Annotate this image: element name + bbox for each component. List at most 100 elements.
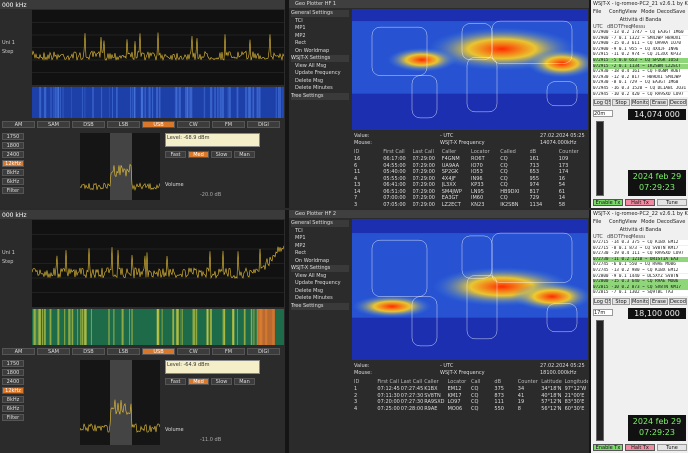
mode-tab[interactable]: DSB: [72, 121, 105, 128]
table-header: dB: [494, 379, 501, 385]
band-select: 17m: [593, 309, 613, 316]
mode-tab[interactable]: DIGI: [247, 121, 280, 128]
filter-button[interactable]: 2400: [2, 151, 24, 158]
mode-tab[interactable]: LSB: [107, 348, 140, 355]
meter: [596, 320, 604, 441]
waterfall-line: [131, 309, 133, 345]
geo-frequency: 18100.000kHz: [540, 370, 577, 376]
table-header: ID: [354, 149, 360, 155]
source: - UTC: [440, 133, 454, 139]
wsjt-button[interactable]: Log QSO: [593, 298, 611, 305]
wsjt-button[interactable]: Monitor: [631, 298, 649, 305]
divider: [285, 0, 289, 208]
waterfall-line: [148, 87, 151, 118]
wsjt-button[interactable]: Enable Tx: [593, 444, 623, 451]
wsjt-button[interactable]: Halt Tx: [625, 444, 655, 451]
continent-outline: [411, 75, 438, 119]
table-header: ID: [354, 379, 360, 385]
wsjt-button[interactable]: Erase: [650, 298, 668, 305]
filter-button[interactable]: 1750: [2, 133, 24, 140]
settings-header: General Settings: [291, 220, 349, 227]
wsjt-button[interactable]: Decode: [669, 298, 687, 305]
mode-tab[interactable]: USB: [142, 348, 175, 355]
mode-tab[interactable]: FM: [212, 348, 245, 355]
agc-button[interactable]: Med: [188, 378, 209, 385]
filter-button[interactable]: 12kHz: [2, 387, 24, 394]
table-cell: KP33: [471, 182, 484, 188]
decode-header: Message: [631, 24, 645, 29]
wsjt-button[interactable]: Decode: [669, 99, 687, 107]
waterfall-line: [111, 87, 113, 118]
table-cell: 19: [517, 399, 525, 405]
decode-row: 072915 -5 0.0 653 ~ CQ SP2GK IO53: [593, 58, 688, 64]
filter-button[interactable]: 1800: [2, 142, 24, 149]
filter-button[interactable]: Filter: [2, 414, 24, 421]
waterfall-line: [209, 87, 213, 118]
agc-button[interactable]: Fast: [165, 378, 186, 385]
table-header: Longitude: [564, 379, 588, 385]
filter-button[interactable]: 6kHz: [2, 178, 24, 185]
filter-button[interactable]: 6kHz: [2, 405, 24, 412]
filter-button[interactable]: 8kHz: [2, 396, 24, 403]
mode-tab[interactable]: CW: [177, 121, 210, 128]
waterfall-line: [101, 87, 103, 118]
filter-button[interactable]: 1750: [2, 360, 24, 367]
filter-button[interactable]: 8kHz: [2, 169, 24, 176]
mode-tab[interactable]: SAM: [37, 121, 70, 128]
table-cell: 61: [558, 188, 566, 195]
wsjt-button[interactable]: Stop: [612, 298, 630, 305]
mode-tab[interactable]: AM: [2, 348, 35, 355]
waterfall-line: [181, 309, 183, 345]
waterfall-line: [53, 87, 55, 118]
side-label: Uni 1: [2, 40, 15, 46]
waterfall-line: [156, 87, 159, 118]
waterfall-line: [84, 87, 86, 118]
decode-header: UTC: [593, 24, 603, 29]
agc-button[interactable]: Fast: [165, 151, 186, 158]
table-cell: 1: [354, 386, 358, 392]
agc-button[interactable]: Man: [234, 151, 255, 158]
settings-header: WSJT-X Settings: [291, 55, 349, 62]
decode-header: DT: [614, 24, 621, 29]
mode-tab[interactable]: LSB: [107, 121, 140, 128]
mode-tab[interactable]: FM: [212, 121, 245, 128]
mode-tab[interactable]: CW: [177, 348, 210, 355]
timestamp: 27.02.2024 05:25: [540, 363, 585, 369]
wsjt-button[interactable]: Tune: [657, 444, 687, 451]
wsjt-button[interactable]: Enable Tx: [593, 199, 623, 206]
filter-button[interactable]: 12kHz: [2, 160, 24, 167]
level-meter: Level: -64.9 dBm: [165, 360, 260, 374]
filter-button[interactable]: Filter: [2, 187, 24, 194]
divider: [285, 210, 289, 453]
agc-button[interactable]: Man: [234, 378, 255, 385]
wsjt-button[interactable]: Log QSO: [593, 99, 611, 107]
agc-button[interactable]: Med: [188, 151, 209, 158]
wsjt-button[interactable]: Halt Tx: [625, 199, 655, 206]
mode-tab[interactable]: DSB: [72, 348, 105, 355]
waterfall-line: [172, 309, 174, 345]
table-cell: CQ: [500, 169, 508, 175]
table-cell: KN23: [471, 201, 485, 208]
filter-button[interactable]: 1800: [2, 369, 24, 376]
waterfall-line: [156, 309, 159, 345]
table-cell: 83°30'E: [564, 399, 585, 405]
mode-tab[interactable]: DIGI: [247, 348, 280, 355]
filter-button[interactable]: 2400: [2, 378, 24, 385]
settings-item: Rect: [295, 40, 307, 46]
mode-tab[interactable]: USB: [142, 121, 175, 128]
agc-button[interactable]: Slow: [211, 378, 232, 385]
waterfall-line: [219, 87, 222, 118]
agc-button[interactable]: Slow: [211, 151, 232, 158]
waterfall-line: [83, 309, 86, 345]
time: 07:29:23: [639, 183, 675, 192]
wsjt-button[interactable]: Erase: [650, 99, 668, 107]
table-header: Locator: [447, 379, 467, 385]
settings-header: General Settings: [291, 10, 349, 17]
settings-item: Delete Minutes: [295, 295, 333, 301]
wsjt-button[interactable]: Monitor: [631, 99, 649, 107]
value-label: Value:: [354, 363, 370, 369]
wsjt-button[interactable]: Stop: [612, 99, 630, 107]
wsjt-button[interactable]: Tune: [657, 199, 687, 206]
mode-tab[interactable]: SAM: [37, 348, 70, 355]
mode-tab[interactable]: AM: [2, 121, 35, 128]
